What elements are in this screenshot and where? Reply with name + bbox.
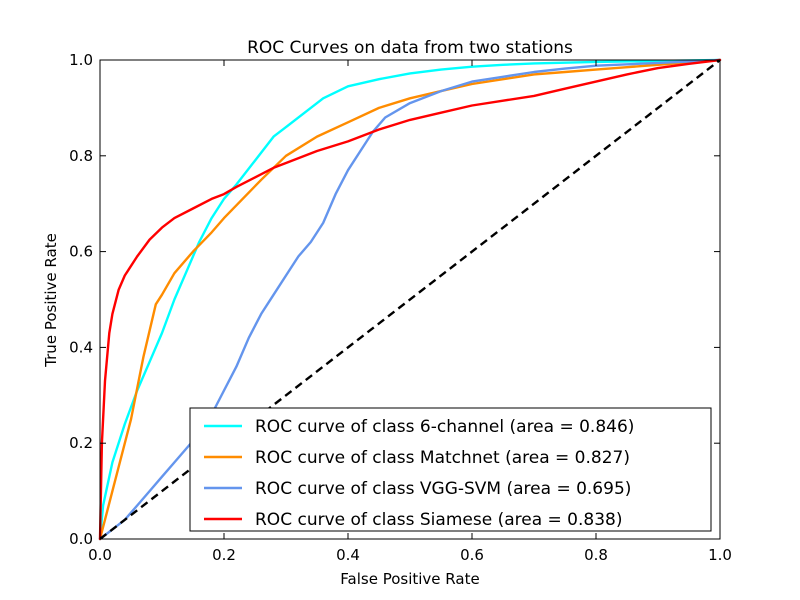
x-tick-label: 0.6 [460, 546, 484, 564]
series-line-6-channel [98, 58, 722, 541]
chart-title: ROC Curves on data from two stations [247, 38, 573, 58]
y-tick-label: 0.2 [69, 434, 93, 452]
x-tick-label: 1.0 [708, 546, 732, 564]
legend-label: ROC curve of class Matchnet (area = 0.82… [255, 448, 630, 468]
series-line-vgg-svm [98, 58, 722, 541]
y-tick-label: 0.0 [69, 530, 93, 548]
y-tick-label: 0.8 [69, 147, 93, 165]
y-tick-label: 0.6 [69, 243, 93, 261]
series-line-matchnet [98, 58, 722, 541]
x-tick-label: 0.4 [336, 546, 360, 564]
x-tick-label: 0.2 [212, 546, 236, 564]
plot-area: 0.0 0.2 0.4 0.6 0.8 1.0 0.0 0.2 0.4 0.6 0.8 1.0 ROC … [69, 51, 732, 564]
plot-frame [99, 59, 721, 540]
legend-label: ROC curve of class VGG-SVM (area = 0.695… [255, 479, 631, 499]
legend-label: ROC curve of class Siamese (area = 0.838… [255, 510, 622, 530]
series-line-siamese [98, 58, 722, 541]
x-axis-label: False Positive Rate [340, 570, 479, 588]
legend-box [189, 407, 712, 532]
y-tick-label: 1.0 [69, 51, 93, 69]
x-tick-label: 0.0 [88, 546, 112, 564]
y-axis-label: True Positive Rate [42, 233, 60, 368]
legend-label: ROC curve of class 6-channel (area = 0.8… [255, 417, 634, 437]
x-tick-label: 0.8 [584, 546, 608, 564]
y-tick-label: 0.4 [69, 338, 93, 356]
